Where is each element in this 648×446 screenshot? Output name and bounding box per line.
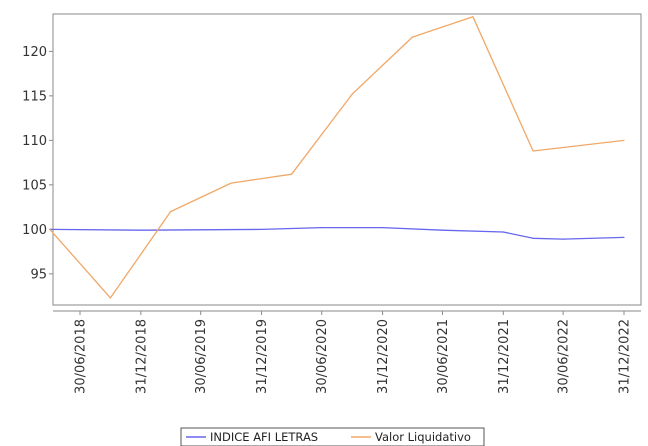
- data-point: [623, 236, 625, 238]
- data-point: [562, 238, 564, 240]
- x-tick-label: 31/12/2018: [134, 319, 149, 394]
- y-tick-label: 100: [22, 223, 47, 238]
- x-tick-label: 30/06/2018: [74, 319, 89, 394]
- x-tick-label: 30/06/2020: [315, 319, 330, 394]
- x-tick-label: 31/12/2020: [376, 319, 391, 394]
- y-tick-label: 120: [22, 45, 47, 60]
- data-point: [109, 297, 111, 299]
- legend-box: [180, 427, 485, 446]
- data-point: [502, 231, 504, 233]
- x-tick-label: 30/06/2019: [194, 319, 209, 394]
- y-axis: 95 100 105 110 115 120: [22, 45, 53, 282]
- data-point: [411, 36, 413, 38]
- legend-label: Valor Liquidativo: [375, 430, 471, 444]
- data-point: [532, 150, 534, 152]
- data-point: [382, 227, 384, 229]
- y-tick-label: 95: [30, 267, 47, 282]
- y-tick-label: 115: [22, 89, 47, 104]
- data-point: [261, 228, 263, 230]
- series-line-1: [49, 16, 625, 299]
- series-layer: [49, 16, 625, 299]
- data-point: [230, 182, 232, 184]
- x-axis: 30/06/2018 31/12/2018 30/06/2019 31/12/2019…: [53, 310, 641, 394]
- y-tick-label: 105: [22, 178, 47, 193]
- plot-area: [52, 13, 642, 306]
- data-point: [291, 173, 293, 175]
- x-tick-label: 31/12/2022: [618, 319, 633, 394]
- x-tick-label: 31/12/2021: [497, 319, 512, 394]
- legend-label: INDICE AFI LETRAS: [210, 430, 318, 444]
- x-tick-label: 30/06/2021: [436, 319, 451, 394]
- data-point: [441, 229, 443, 231]
- data-point: [321, 227, 323, 229]
- x-tick-label: 30/06/2022: [557, 319, 572, 394]
- data-point: [351, 93, 353, 95]
- y-tick-label: 110: [22, 134, 47, 149]
- legend: INDICE AFI LETRAS Valor Liquidativo: [180, 427, 485, 446]
- data-point: [472, 16, 474, 18]
- data-point: [140, 229, 142, 231]
- data-point: [532, 237, 534, 239]
- series-line-0: [49, 226, 625, 240]
- data-point: [49, 228, 51, 230]
- x-tick-label: 31/12/2019: [255, 319, 270, 394]
- data-point: [170, 211, 172, 213]
- data-point: [623, 139, 625, 141]
